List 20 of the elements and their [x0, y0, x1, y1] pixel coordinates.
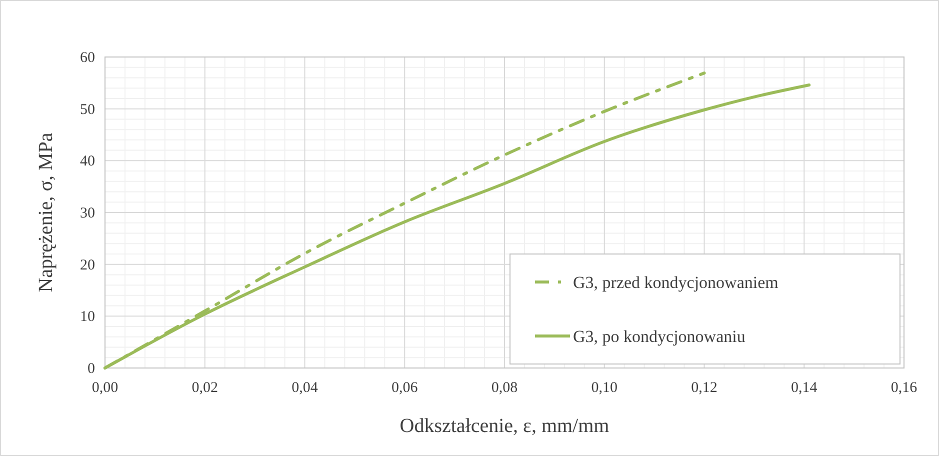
x-tick-label: 0,08	[491, 380, 518, 396]
x-tick-label: 0,04	[292, 380, 318, 396]
x-tick-label: 0,14	[791, 380, 818, 396]
y-axis-title: Naprężenie, σ, MPa	[35, 132, 57, 292]
y-tick-label: 60	[80, 50, 95, 66]
y-tick-label: 50	[80, 102, 95, 118]
y-tick-label: 20	[80, 257, 95, 274]
legend-label: G3, po kondycjonowaniu	[573, 327, 746, 346]
x-tick-label: 0,00	[92, 380, 118, 396]
y-tick-label: 30	[80, 206, 95, 222]
x-tick-label: 0,16	[890, 380, 918, 396]
y-tick-label: 10	[80, 309, 95, 326]
x-axis-title: Odkształcenie, ε, mm/mm	[400, 415, 610, 437]
x-tick-label: 0,06	[392, 380, 418, 396]
x-tick-label: 0,10	[591, 380, 618, 396]
y-tick-label: 40	[80, 154, 95, 170]
legend-label: G3, przed kondycjonowaniem	[573, 273, 778, 292]
x-tick-label: 0,12	[691, 380, 718, 396]
x-tick-label: 0,02	[192, 380, 218, 396]
y-tick-label: 0	[88, 361, 95, 377]
